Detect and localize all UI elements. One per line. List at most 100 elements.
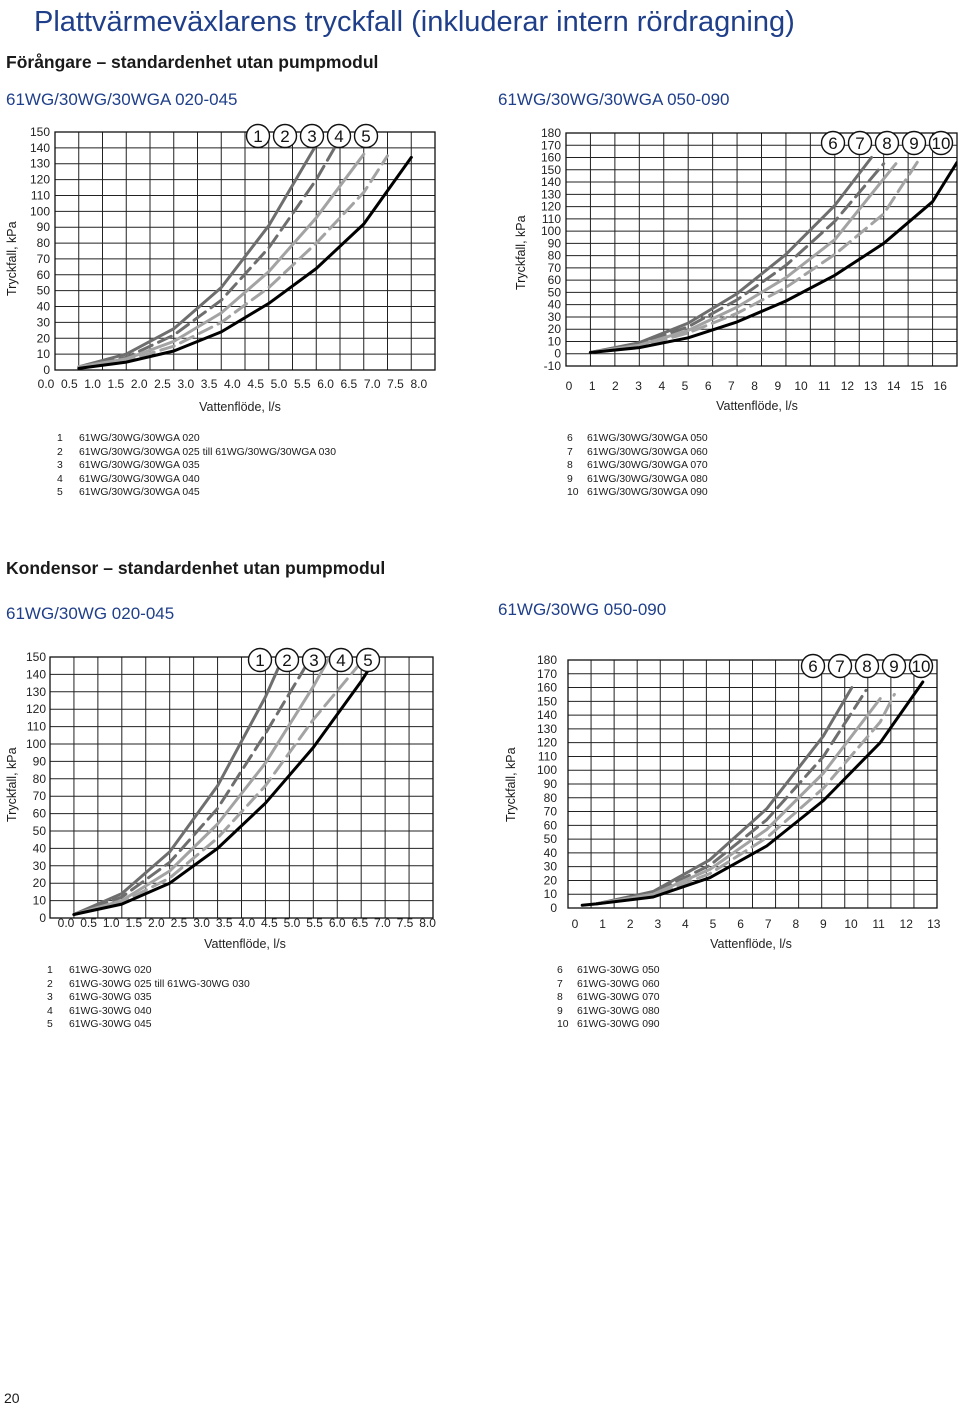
y-tick-label: 10 [37, 347, 51, 361]
x-tick-label: 9 [774, 379, 781, 393]
y-tick-label: 120 [30, 173, 50, 187]
y-tick-label: 180 [537, 653, 557, 667]
x-tick-label: 4.0 [224, 377, 241, 391]
x-tick-label: 14 [887, 379, 901, 393]
legend-item: 9 61WG-30WG 080 [557, 1005, 660, 1019]
x-tick-label: 8.0 [410, 377, 427, 391]
series-badge-label: 9 [889, 657, 898, 676]
y-tick-label: 100 [30, 204, 50, 218]
legend-item-number: 7 [557, 978, 563, 990]
y-tick-label: 150 [537, 694, 557, 708]
plot-frame [54, 131, 436, 371]
y-tick-label: 50 [544, 832, 558, 846]
y-tick-label: 100 [26, 737, 46, 751]
legend-item: 3 61WG-30WG 035 [47, 991, 250, 1005]
legend-item-label: 61WG-30WG 090 [577, 1019, 660, 1031]
y-tick-label: 160 [537, 681, 557, 695]
y-tick-label: 120 [537, 736, 557, 750]
x-tick-label: 1 [599, 917, 606, 931]
legend-item: 3 61WG/30WG/30WGA 035 [57, 459, 336, 473]
series-badge-label: 5 [361, 127, 370, 146]
legend-item-label: 61WG-30WG 070 [577, 992, 660, 1004]
legend-item-label: 61WG-30WG 045 [69, 1019, 152, 1031]
y-tick-label: 40 [33, 841, 47, 855]
series-badge-label: 6 [808, 657, 817, 676]
x-tick-label: 5.5 [294, 377, 311, 391]
legend-item: 8 61WG-30WG 070 [557, 991, 660, 1005]
legend-item-label: 61WG/30WG/30WGA 040 [79, 473, 200, 485]
y-tick-label: 90 [548, 236, 562, 250]
y-tick-label: 70 [548, 261, 562, 275]
legend-item-number: 9 [567, 473, 573, 485]
legend-item-label: 61WG-30WG 020 [69, 965, 152, 976]
legend-item: 5 61WG/30WG/30WGA 045 [57, 486, 336, 500]
series-badge-label: 7 [855, 134, 864, 153]
x-tick-label: 5.5 [306, 916, 323, 930]
legend-item: 5 61WG-30WG 045 [47, 1018, 250, 1032]
y-tick-label: 40 [548, 298, 562, 312]
y-tick-label: 70 [544, 805, 558, 819]
plot-frame [49, 656, 434, 919]
series-line-2 [72, 657, 313, 916]
x-tick-label: 11 [818, 379, 831, 393]
x-tick-label: 2.0 [148, 916, 165, 930]
x-tick-label: 13 [864, 379, 878, 393]
x-tick-label: 0.5 [80, 916, 97, 930]
x-tick-label: 7.5 [387, 377, 404, 391]
y-tick-label: 130 [30, 157, 50, 171]
y-tick-label: 130 [541, 187, 561, 201]
x-tick-label: 1.0 [103, 916, 120, 930]
section-title-condenser: Kondensor – standardenhet utan pumpmodul [6, 558, 386, 578]
x-tick-label: 8 [751, 379, 758, 393]
x-tick-label: 4.0 [238, 916, 255, 930]
series-badge-circle [908, 653, 934, 679]
series-badge-circle [901, 130, 927, 156]
legend-item-label: 61WG/30WG/30WGA 090 [587, 487, 708, 499]
series-line-5 [77, 155, 413, 370]
x-tick-label: 2.0 [131, 377, 148, 391]
series-badge-circle [874, 130, 900, 156]
legend-item: 1 61WG/30WG/30WGA 020 [57, 432, 336, 446]
x-tick-label: 3.5 [201, 377, 218, 391]
x-tick-label: 4 [682, 917, 689, 931]
series-badge-label: 9 [909, 134, 918, 153]
series-badge-label: 1 [255, 651, 264, 670]
legend-item-label: 61WG/30WG/30WGA 025 till 61WG/30WG/30WGA… [79, 446, 336, 458]
y-tick-label: 20 [544, 873, 558, 887]
legend-item: 10 61WG/30WG/30WGA 090 [567, 486, 708, 500]
y-tick-label: 60 [37, 268, 51, 282]
y-tick-label: 40 [37, 300, 51, 314]
series-badge-circle [353, 123, 379, 149]
x-axis-label: Vattenflöde, l/s [199, 400, 281, 414]
series-badge-label: 4 [336, 651, 345, 670]
x-tick-label: 16 [934, 379, 948, 393]
legend-item-number: 2 [47, 978, 53, 990]
series-badge-label: 7 [835, 657, 844, 676]
y-tick-label: 100 [537, 763, 557, 777]
series-line-5 [72, 657, 379, 916]
legend-item-number: 6 [557, 965, 563, 976]
y-tick-label: 50 [548, 285, 562, 299]
series-badge-circle [827, 653, 853, 679]
legend-item-number: 8 [557, 992, 563, 1004]
y-tick-label: 70 [33, 789, 47, 803]
legend-item: 7 61WG/30WG/30WGA 060 [567, 446, 708, 460]
series-badge-circle [847, 130, 873, 156]
series-badge-circle [274, 647, 300, 673]
x-tick-label: 8.0 [419, 916, 436, 930]
series-badge-circle [299, 123, 325, 149]
series-badge-circle [301, 647, 327, 673]
series-badge-label: 10 [932, 134, 951, 153]
plot-frame [567, 659, 938, 909]
x-tick-label: 5.0 [271, 377, 288, 391]
legend-item: 2 61WG/30WG/30WGA 025 till 61WG/30WG/30WG… [57, 446, 336, 460]
y-tick-label: 10 [33, 894, 47, 908]
x-tick-label: 3.5 [216, 916, 233, 930]
y-tick-label: 100 [541, 224, 561, 238]
series-line-3 [77, 152, 366, 369]
chart-4-legend: 6 61WG-30WG 050 7 61WG-30WG 060 8 61WG-30WG 0… [557, 964, 660, 1032]
x-tick-label: 1.0 [84, 377, 101, 391]
y-tick-label: 90 [37, 220, 51, 234]
series-badge-label: 3 [307, 127, 316, 146]
y-tick-label: 30 [548, 310, 562, 324]
